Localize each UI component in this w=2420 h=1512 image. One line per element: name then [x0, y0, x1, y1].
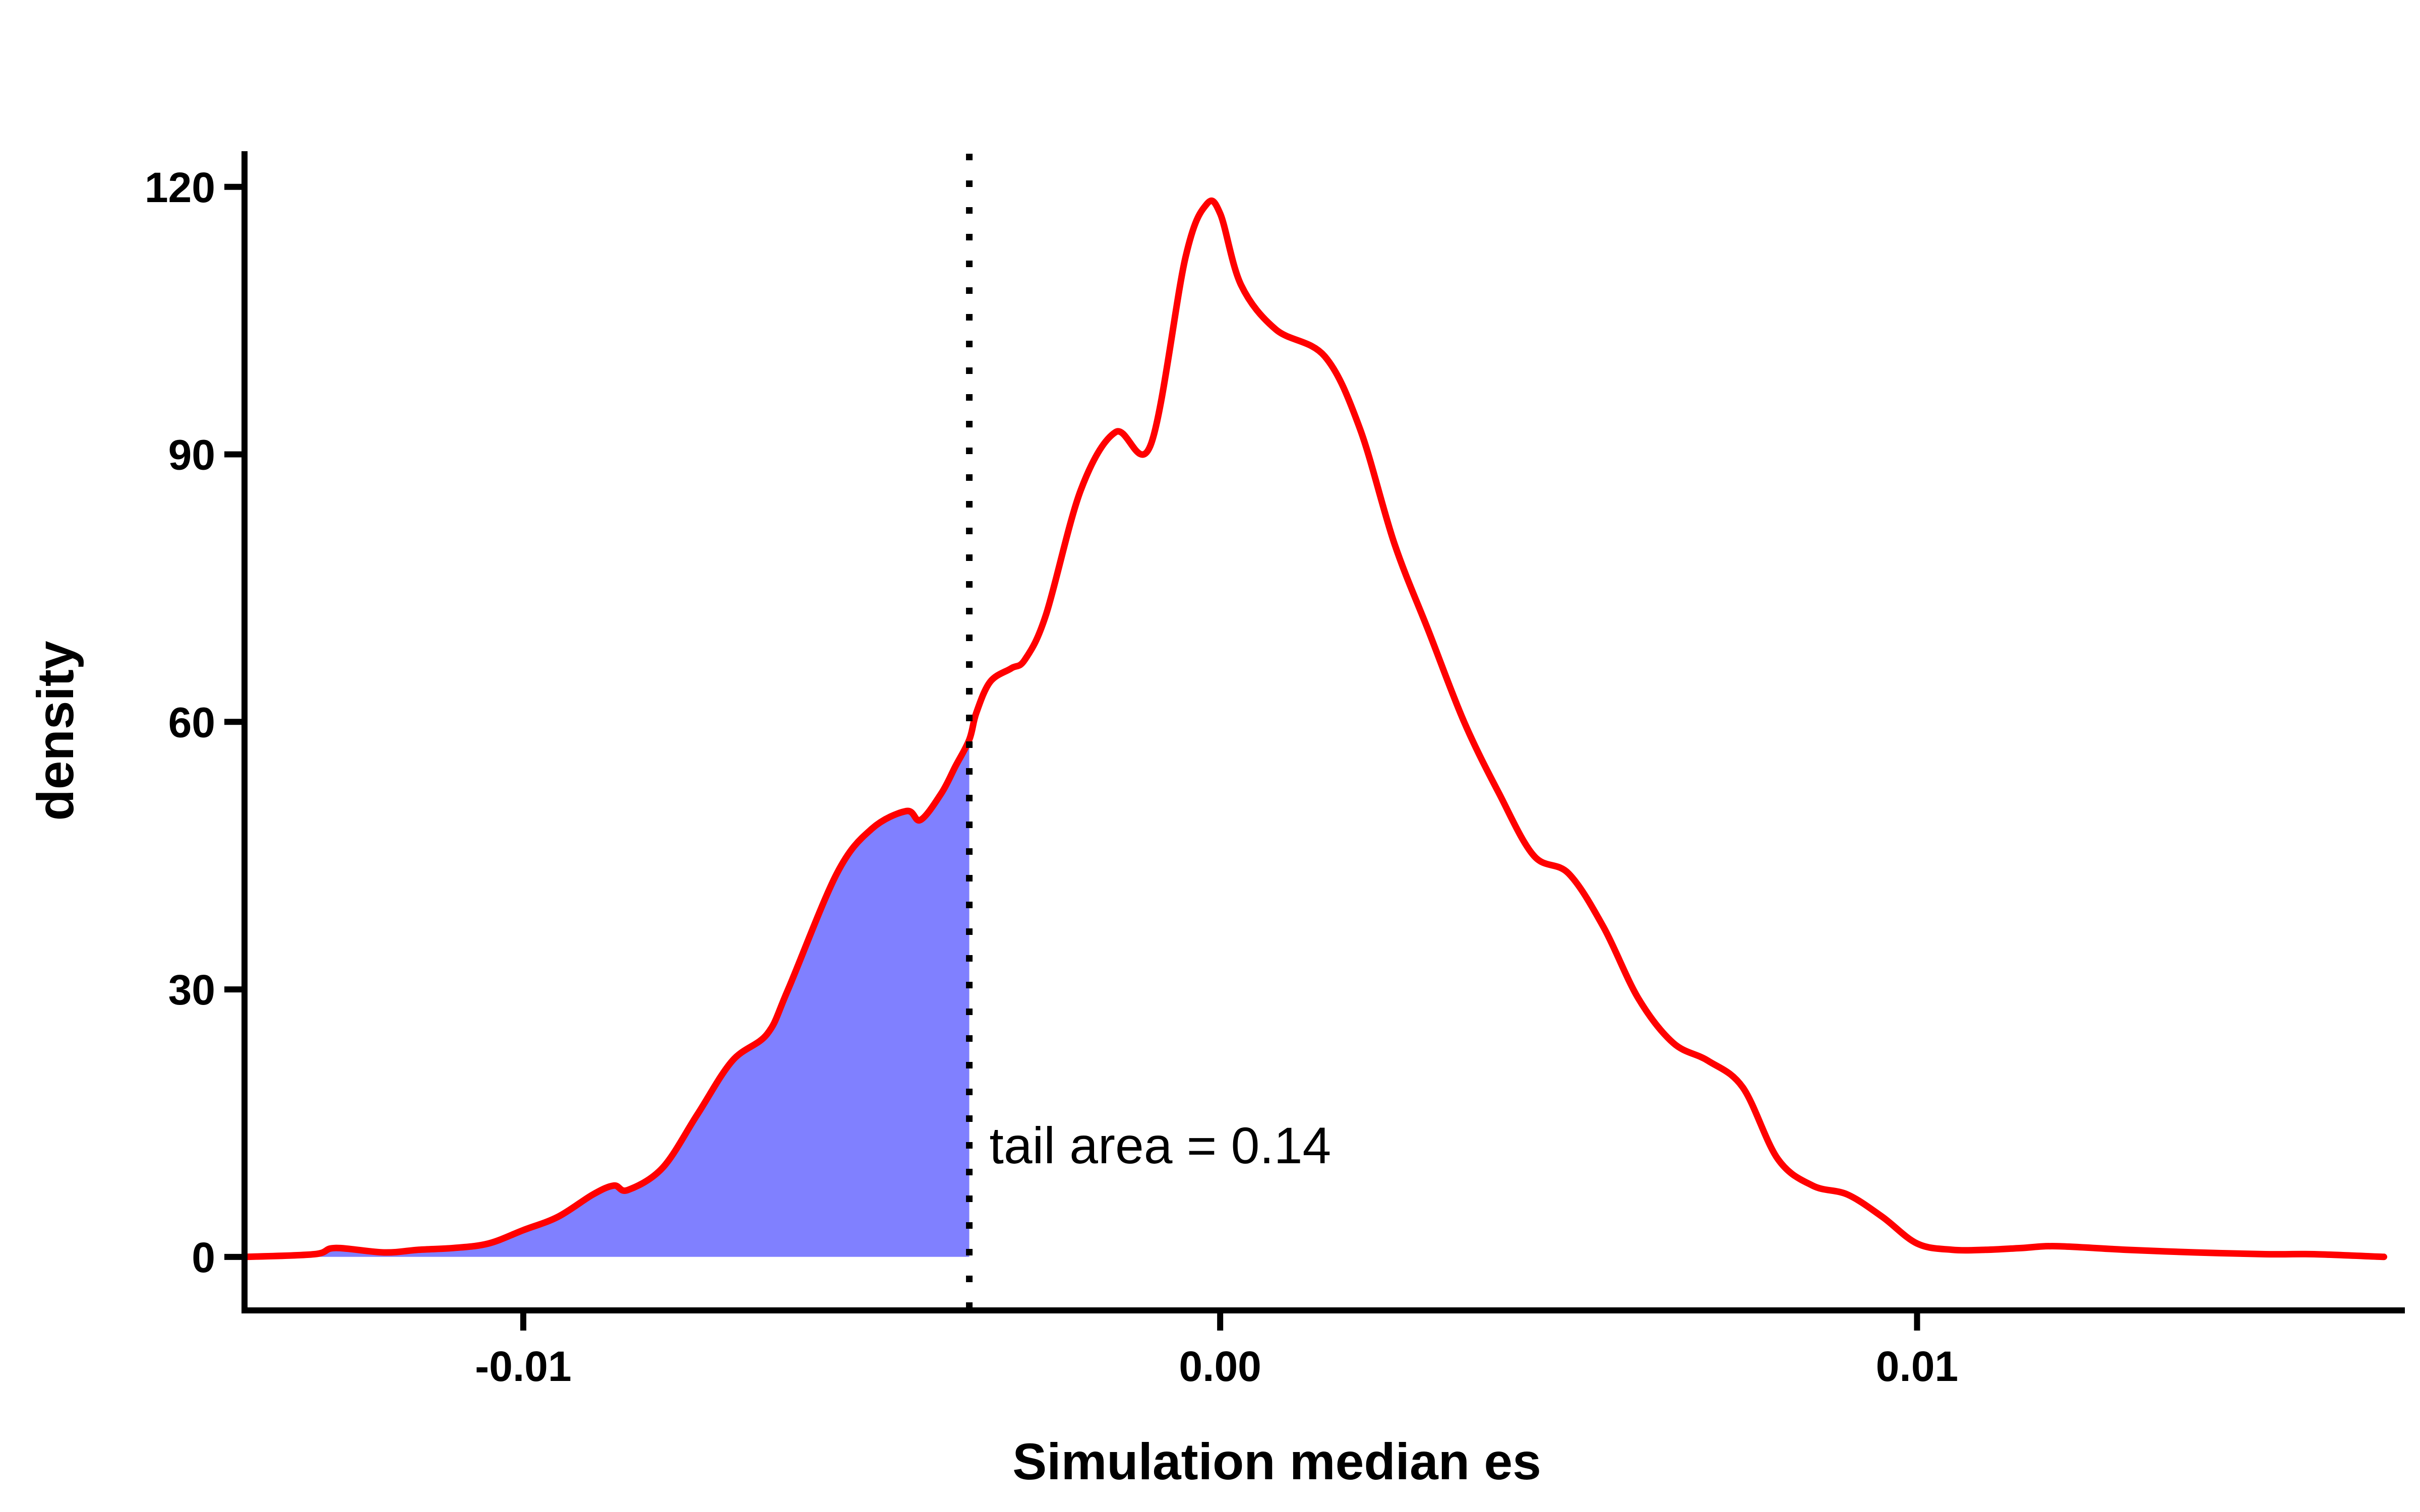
- density-curve: [241, 197, 2387, 1261]
- y-tick-label: 120: [145, 164, 215, 211]
- y-tick-label: 90: [168, 431, 215, 479]
- y-tick-label: 60: [168, 699, 215, 746]
- axes: [241, 151, 2405, 1313]
- plot-area: [241, 154, 2387, 1320]
- y-axis-title: density: [27, 641, 84, 821]
- x-tick-label: -0.01: [475, 1343, 571, 1390]
- tail-area-annotation: tail area = 0.14: [990, 1117, 1332, 1174]
- x-axis-title: Simulation median es: [1012, 1433, 1541, 1490]
- y-tick-label: 30: [168, 966, 215, 1014]
- x-tick-label: 0.00: [1179, 1343, 1261, 1390]
- tail-area-fill: [245, 739, 970, 1257]
- y-tick-label: 0: [192, 1234, 215, 1281]
- y-ticks: 0 30 60 90 120: [145, 164, 245, 1281]
- x-tick-label: 0.01: [1876, 1343, 1959, 1390]
- x-ticks: -0.01 0.00 0.01: [475, 1310, 1958, 1390]
